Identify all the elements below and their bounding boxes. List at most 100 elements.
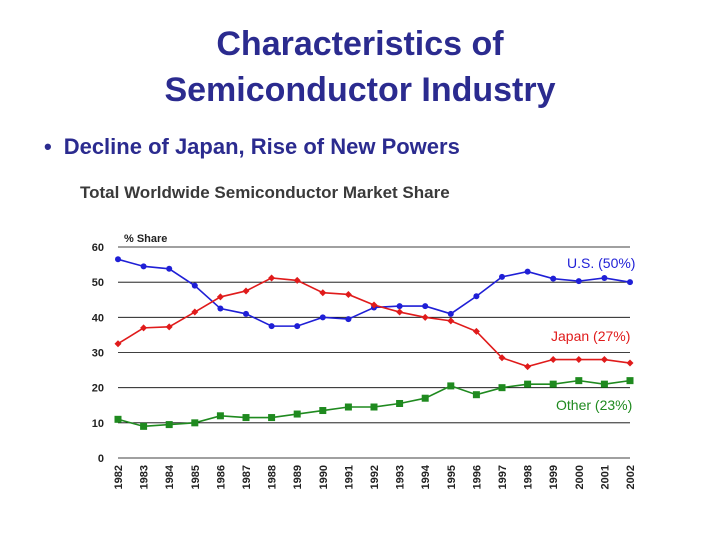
data-point: [575, 278, 582, 285]
data-point: [473, 293, 480, 300]
data-point: [498, 354, 506, 362]
x-tick-label: 1987: [241, 465, 253, 489]
bullet-point: • Decline of Japan, Rise of New Powers: [44, 134, 460, 160]
data-point: [140, 422, 148, 430]
x-tick-label: 2001: [599, 465, 611, 489]
data-point: [421, 313, 429, 321]
y-tick-label: 20: [92, 383, 104, 395]
y-tick-label: 40: [92, 312, 104, 324]
slide-title-line1: Characteristics of: [216, 25, 504, 63]
x-tick-label: 1991: [343, 465, 355, 489]
data-point: [242, 414, 250, 422]
x-tick-label: 2002: [625, 465, 637, 489]
data-point: [421, 394, 429, 402]
y-axis-ticks: 0 10 20 30 40 50 60: [92, 242, 104, 465]
data-point: [166, 265, 173, 272]
data-point: [447, 310, 454, 317]
data-point: [549, 380, 557, 388]
data-point: [600, 380, 608, 388]
bullet-text: Decline of Japan, Rise of New Powers: [63, 134, 460, 159]
data-point: [550, 275, 557, 282]
x-tick-label: 1989: [292, 465, 304, 489]
data-point: [447, 382, 455, 390]
y-tick-label: 30: [92, 348, 104, 360]
data-point: [472, 327, 480, 335]
data-point: [499, 273, 505, 280]
y-tick-label: 60: [92, 242, 104, 254]
data-point: [370, 403, 378, 411]
slide-title-line2: Semiconductor Industry: [164, 71, 556, 109]
data-point: [115, 256, 121, 263]
data-point: [216, 412, 224, 420]
bullet-icon: •: [44, 134, 52, 159]
data-point: [370, 301, 378, 309]
y-tick-label: 0: [98, 453, 104, 465]
market-share-chart: Total Worldwide Semiconductor Market Sha…: [80, 183, 637, 489]
x-tick-label: 1990: [318, 465, 330, 489]
x-tick-label: 1983: [139, 465, 151, 489]
data-point: [114, 415, 122, 423]
data-point: [114, 340, 122, 348]
data-point: [191, 308, 199, 316]
data-point: [344, 290, 352, 298]
data-point: [601, 274, 608, 281]
data-point: [242, 287, 250, 295]
x-tick-label: 1995: [446, 465, 458, 489]
data-point: [319, 289, 327, 297]
series-line: [117, 277, 631, 368]
data-point: [217, 305, 224, 312]
data-point: [140, 324, 148, 332]
y-tick-label: 50: [92, 277, 104, 289]
data-point: [344, 403, 352, 411]
data-point: [396, 308, 404, 316]
x-tick-label: 1996: [471, 465, 483, 489]
legend-label-japan: Japan (27%): [551, 328, 630, 344]
x-tick-label: 1994: [420, 464, 432, 489]
data-point: [293, 276, 301, 284]
data-point: [319, 407, 327, 415]
data-point: [524, 363, 532, 371]
x-tick-label: 1982: [113, 465, 125, 489]
x-tick-label: 1984: [164, 464, 176, 489]
data-point: [140, 263, 147, 270]
data-point: [268, 274, 276, 282]
x-tick-label: 1993: [395, 465, 407, 489]
data-point: [165, 323, 173, 331]
x-axis-ticks: 1982 1983 1984 1985 1986 1987 1988 1989 1990 1991…: [113, 464, 637, 489]
data-point: [524, 380, 532, 388]
data-point: [294, 323, 301, 330]
data-point: [627, 279, 633, 286]
x-tick-label: 1999: [548, 465, 560, 489]
data-point: [396, 399, 404, 407]
data-point: [626, 359, 634, 367]
data-point: [191, 282, 198, 289]
data-point: [422, 303, 429, 310]
x-tick-label: 1988: [267, 465, 279, 489]
x-tick-label: 1997: [497, 465, 509, 489]
data-point: [319, 314, 326, 321]
chart-title: Total Worldwide Semiconductor Market Sha…: [80, 183, 450, 202]
data-point: [216, 293, 224, 301]
data-point: [191, 419, 199, 427]
x-tick-label: 1998: [523, 465, 535, 489]
data-point: [549, 356, 557, 364]
grid: [118, 246, 630, 459]
x-tick-label: 1985: [190, 465, 202, 489]
data-point: [345, 316, 352, 323]
data-point: [575, 356, 583, 364]
data-point: [498, 384, 506, 392]
data-point: [626, 377, 634, 385]
data-point: [293, 410, 301, 418]
data-point: [472, 391, 480, 399]
data-point: [268, 323, 275, 330]
x-tick-label: 1992: [369, 465, 381, 489]
data-point: [396, 303, 403, 310]
data-point: [268, 414, 276, 422]
data-point: [243, 310, 249, 317]
data-point: [524, 268, 531, 275]
legend-label-us: U.S. (50%): [567, 255, 635, 271]
data-point: [575, 377, 583, 385]
data-point: [165, 421, 173, 429]
legend-label-other: Other (23%): [556, 397, 632, 413]
x-tick-label: 1986: [215, 465, 227, 489]
